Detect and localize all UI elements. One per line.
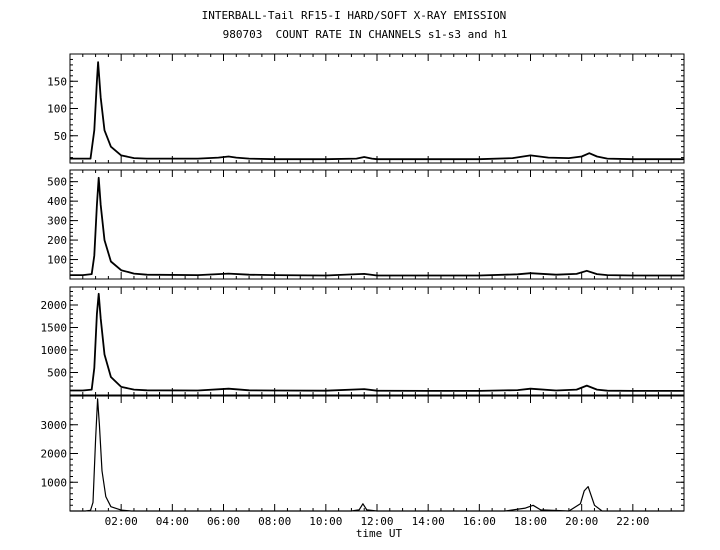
x-tick-label: 06:00 <box>207 515 240 528</box>
y-tick-label: 150 <box>47 75 67 88</box>
y-tick-label: 500 <box>47 367 67 380</box>
panel-frame <box>69 286 685 396</box>
y-tick-label: 300 <box>47 215 67 228</box>
series-line <box>70 398 684 512</box>
x-tick-label: 04:00 <box>156 515 189 528</box>
y-tick-label: 100 <box>47 103 67 116</box>
y-tick-label: 2000 <box>41 299 68 312</box>
panel-2: 100 200 300 400 500 <box>47 169 685 280</box>
y-tick-label: 50 <box>54 130 67 143</box>
y-tick-label: 500 <box>47 176 67 189</box>
x-tick-label: 18:00 <box>514 515 547 528</box>
y-tick-label: 3000 <box>41 419 68 432</box>
panel-3: 500 1000 1500 2000 <box>41 286 685 396</box>
x-axis-label: time UT <box>356 527 403 540</box>
x-tick-label: 20:00 <box>565 515 598 528</box>
y-tick-label: 2000 <box>41 448 68 461</box>
series-line <box>70 176 684 277</box>
panel-frame <box>69 169 685 280</box>
y-tick-label: 100 <box>47 254 67 267</box>
y-tick-label: 200 <box>47 234 67 247</box>
y-tick-label: 1000 <box>41 344 68 357</box>
x-tick-label: 02:00 <box>105 515 138 528</box>
chart-title: INTERBALL-Tail RF15-I HARD/SOFT X-RAY EM… <box>201 9 507 22</box>
y-tick-label: 400 <box>47 195 67 208</box>
x-tick-label: 16:00 <box>463 515 496 528</box>
chart-subtitle: 980703 COUNT RATE IN CHANNELS s1-s3 and … <box>222 28 508 41</box>
panel-frame <box>69 53 685 164</box>
panel-frame <box>69 395 685 512</box>
y-tick-label: 1000 <box>41 476 68 489</box>
x-tick-label: 14:00 <box>412 515 445 528</box>
x-tick-label: 10:00 <box>309 515 342 528</box>
series-line <box>70 61 684 161</box>
panel-4: 1000 2000 3000 02:00 04:00 06:00 08:00 10:00 12:… <box>41 395 685 540</box>
x-tick-label: 12:00 <box>360 515 393 528</box>
panel-1: 50 100 150 <box>47 53 685 164</box>
x-tick-label: 22:00 <box>616 515 649 528</box>
y-tick-label: 1500 <box>41 322 68 335</box>
series-line <box>70 292 684 392</box>
x-tick-label: 08:00 <box>258 515 291 528</box>
